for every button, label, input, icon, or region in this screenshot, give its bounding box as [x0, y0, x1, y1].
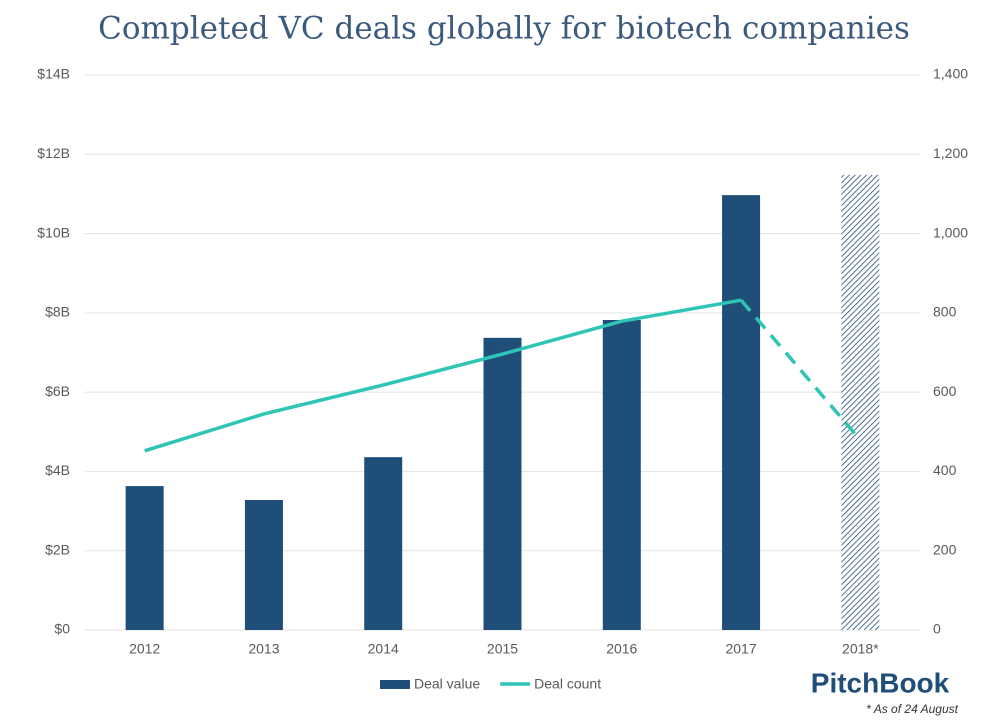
line	[739, 299, 862, 442]
bar	[125, 486, 164, 630]
bar	[841, 174, 880, 630]
bar	[244, 499, 283, 630]
bar	[483, 337, 522, 630]
y2-tick-label: 0	[933, 621, 941, 637]
chart-title: Completed VC deals globally for biotech …	[98, 11, 910, 47]
y2-tick-label: 600	[933, 383, 957, 399]
y2-tick-label: 1,400	[933, 66, 968, 82]
x-tick-label: 2016	[606, 641, 637, 657]
y2-tick-label: 1,000	[933, 224, 968, 240]
footnote: * As of 24 August	[866, 702, 959, 716]
bar	[602, 319, 641, 630]
legend-label: Deal value	[414, 676, 480, 692]
y2-tick-label: 400	[933, 462, 957, 478]
x-tick-label: 2014	[368, 641, 399, 657]
x-tick-label: 2012	[129, 641, 160, 657]
y2-tick-label: 1,200	[933, 145, 968, 161]
y2-tick-label: 200	[933, 541, 957, 557]
y-tick-label: $8B	[45, 304, 70, 320]
y-tick-label: $4B	[45, 462, 70, 478]
legend-label: Deal count	[534, 676, 601, 692]
y-tick-label: $12B	[37, 145, 70, 161]
x-tick-label: 2015	[487, 641, 518, 657]
y-tick-label: $14B	[37, 66, 70, 82]
y-tick-label: $2B	[45, 541, 70, 557]
legend-swatch	[380, 680, 410, 689]
y-tick-label: $6B	[45, 383, 70, 399]
x-tick-label: 2017	[725, 641, 756, 657]
y-tick-label: $10B	[37, 224, 70, 240]
line	[144, 298, 742, 453]
y2-tick-label: 800	[933, 304, 957, 320]
x-tick-label: 2018*	[842, 641, 879, 657]
bar	[364, 457, 403, 630]
source-logo: PitchBook	[811, 667, 950, 698]
y-tick-label: $0	[54, 621, 70, 637]
x-tick-label: 2013	[248, 641, 279, 657]
bar	[722, 195, 761, 630]
